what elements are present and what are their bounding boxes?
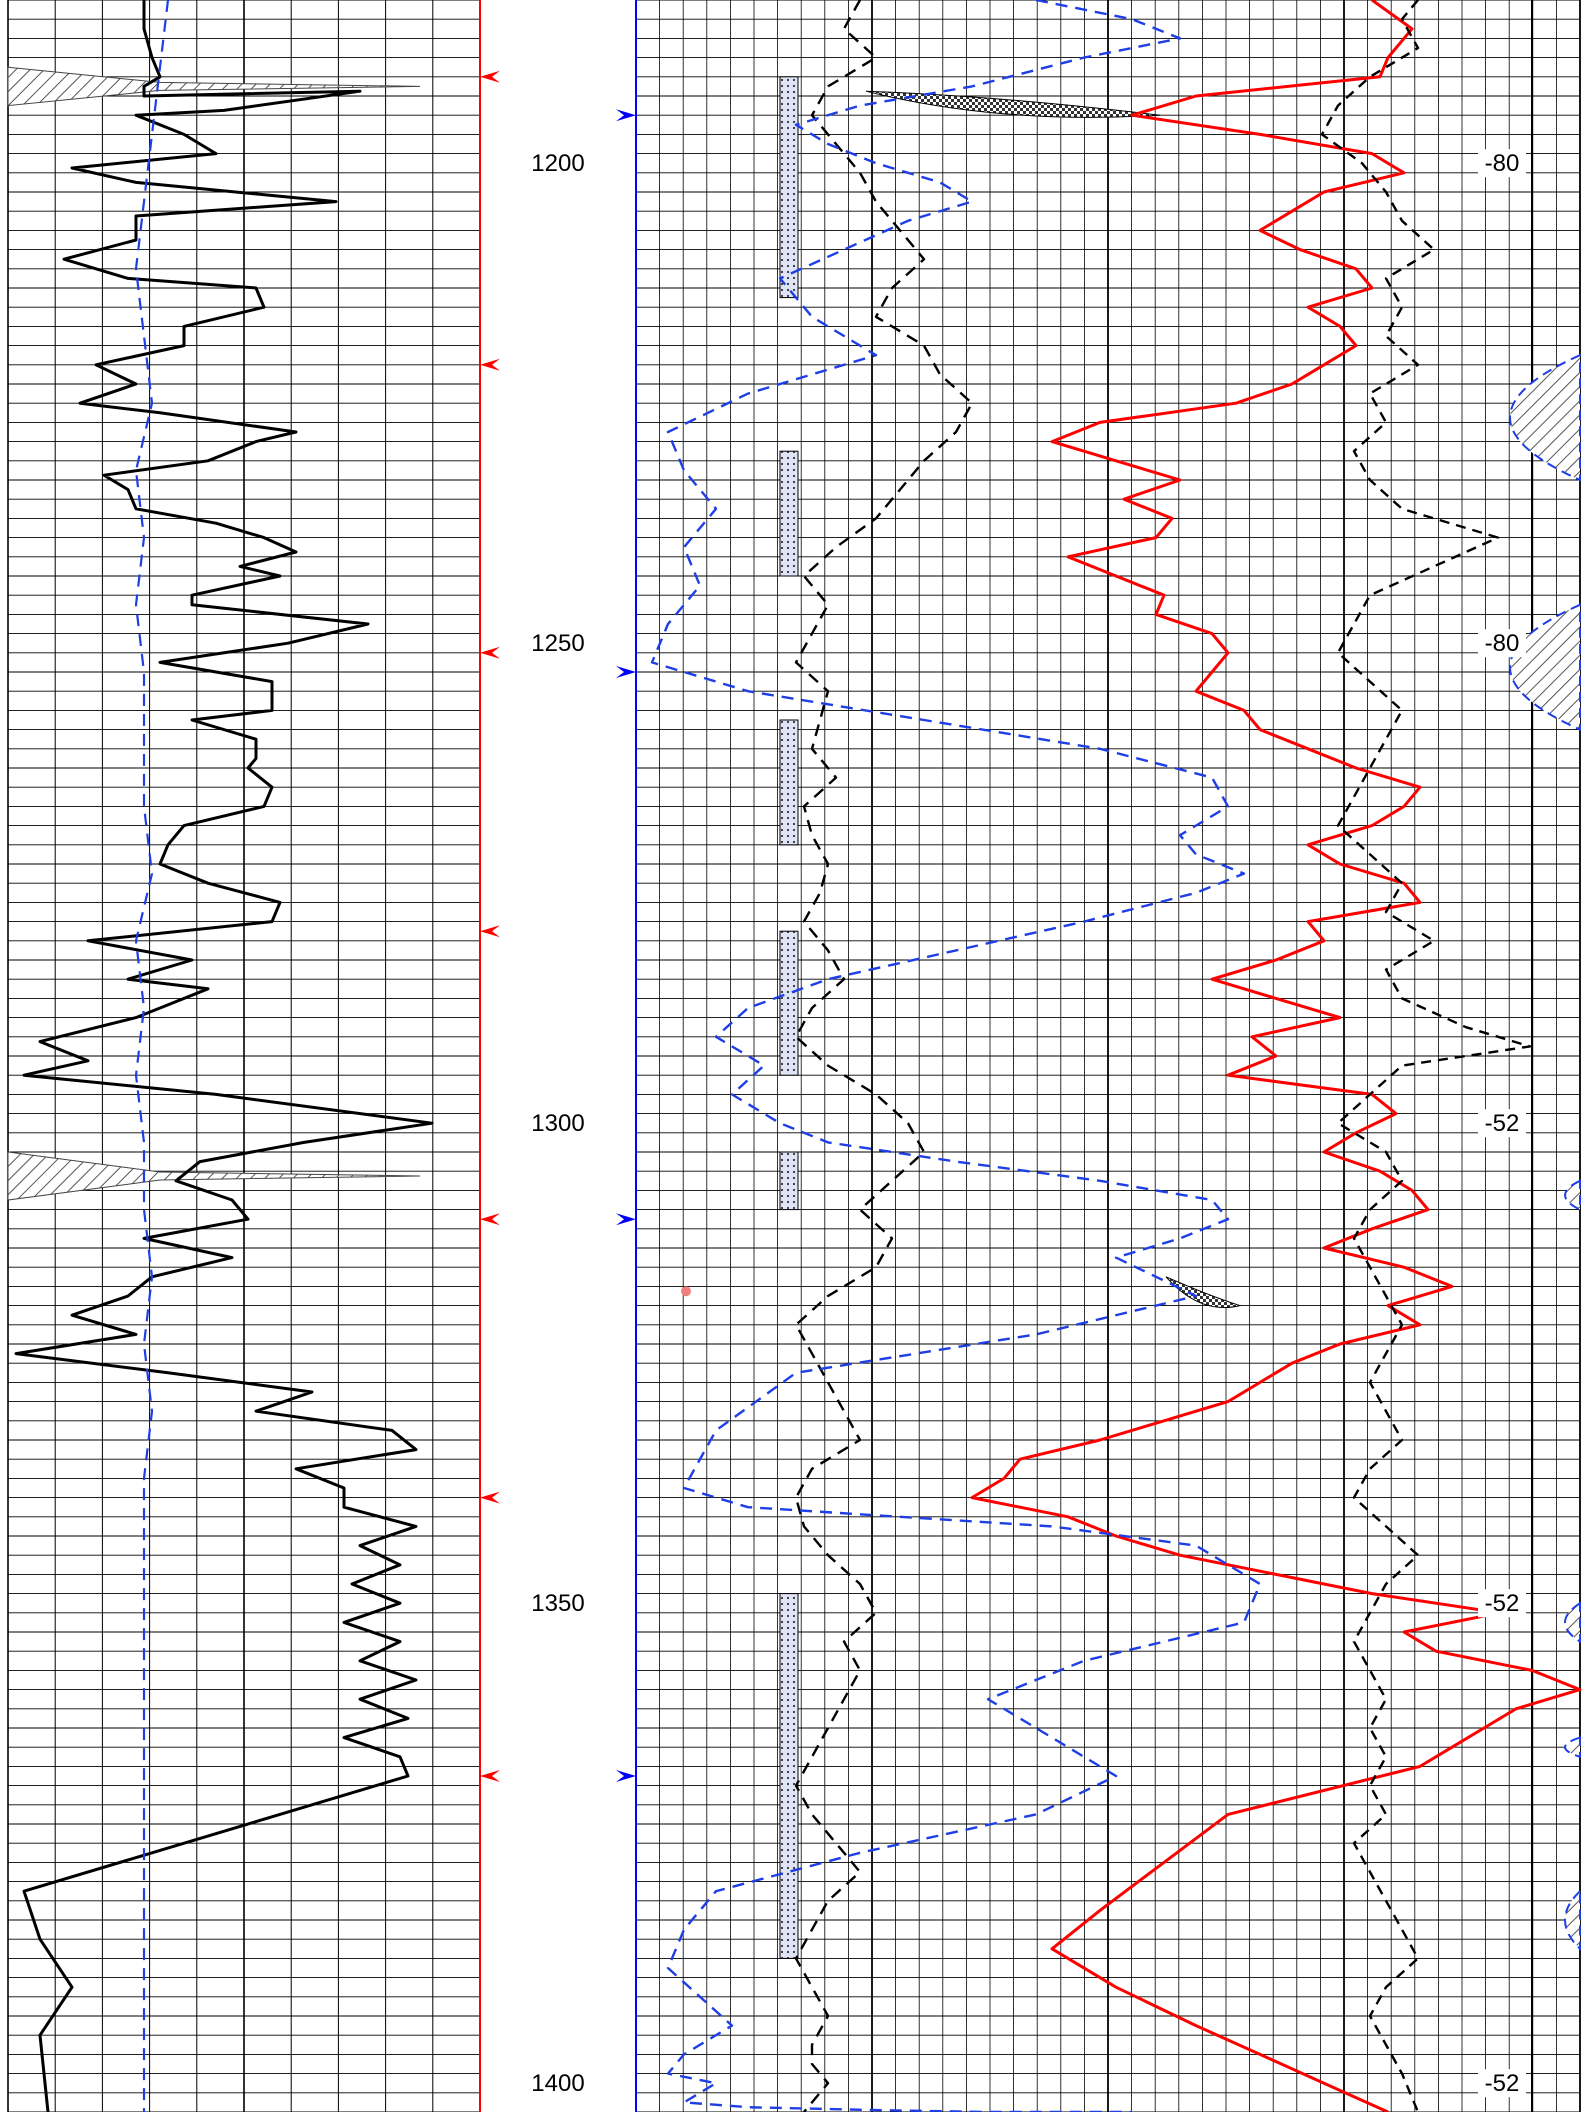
track3-label: -52	[1485, 1590, 1520, 1617]
shaded-fills	[7, 66, 1581, 1959]
depth-label: 1300	[531, 1110, 584, 1137]
track3-hatched-sweep	[1509, 603, 1581, 732]
dotted-fill-bar	[779, 719, 799, 846]
depth-label: 1200	[531, 150, 584, 177]
depth-label: 1250	[531, 630, 584, 657]
dotted-fill-bar	[779, 76, 799, 299]
hatched-spike	[7, 66, 421, 107]
hatched-spike	[7, 1151, 421, 1201]
red-depth-marker	[480, 646, 500, 659]
red-depth-marker	[480, 358, 500, 371]
red-depth-marker	[480, 1770, 500, 1782]
track2-black-dashed-curve	[794, 0, 974, 2112]
blue-depth-marker	[616, 1770, 636, 1782]
dotted-fill-bar	[779, 450, 799, 577]
track3-hatched-sweep	[1564, 1601, 1581, 1644]
track3-label-bg	[1478, 2069, 1526, 2098]
dotted-fill-bar	[779, 1151, 799, 1211]
blue-depth-marker	[616, 666, 636, 678]
red-depth-marker	[480, 1213, 500, 1226]
track3-label-bg	[1478, 629, 1526, 658]
dotted-fill-bar	[779, 1593, 799, 1959]
red-depth-marker	[480, 70, 500, 83]
track1-dashed-curve	[134, 0, 170, 2112]
checker-fill	[1165, 1276, 1242, 1309]
track2-blue-dashed-curve	[650, 0, 1262, 2112]
depth-label: 1400	[531, 2070, 584, 2097]
track3-hatched-sweep	[1509, 353, 1581, 482]
log-curves	[14, 0, 1582, 2112]
track3-label-bg	[1478, 1109, 1526, 1138]
track3-label: -52	[1485, 2070, 1520, 2097]
pink-marker-point	[681, 1286, 691, 1297]
track3-hatched-sweep	[1564, 1736, 1581, 1759]
track2-red-curve	[970, 0, 1582, 2112]
dotted-fill-bar	[779, 930, 799, 1076]
track3-label: -52	[1485, 1110, 1520, 1137]
track3-hatched-sweep	[1564, 1888, 1581, 1952]
track3-label: -80	[1485, 630, 1520, 657]
track3-black-dashed-curve	[1320, 0, 1532, 2112]
checker-fill	[865, 90, 1161, 118]
depth-label: 1350	[531, 1590, 584, 1617]
track3-hatched-sweep	[1564, 1179, 1581, 1212]
track3-label-bg	[1478, 1589, 1526, 1618]
track1-solid-curve	[14, 0, 434, 2112]
track3-label: -80	[1485, 150, 1520, 177]
red-depth-marker	[480, 925, 500, 938]
blue-depth-marker	[616, 1213, 636, 1226]
track3-label-bg	[1478, 149, 1526, 178]
red-depth-marker	[480, 1491, 500, 1504]
blue-depth-marker	[616, 109, 636, 122]
depth-labels: 1200 1250 1300 1350 1400 -80 -80 -52 -52 -52	[531, 149, 1526, 2098]
